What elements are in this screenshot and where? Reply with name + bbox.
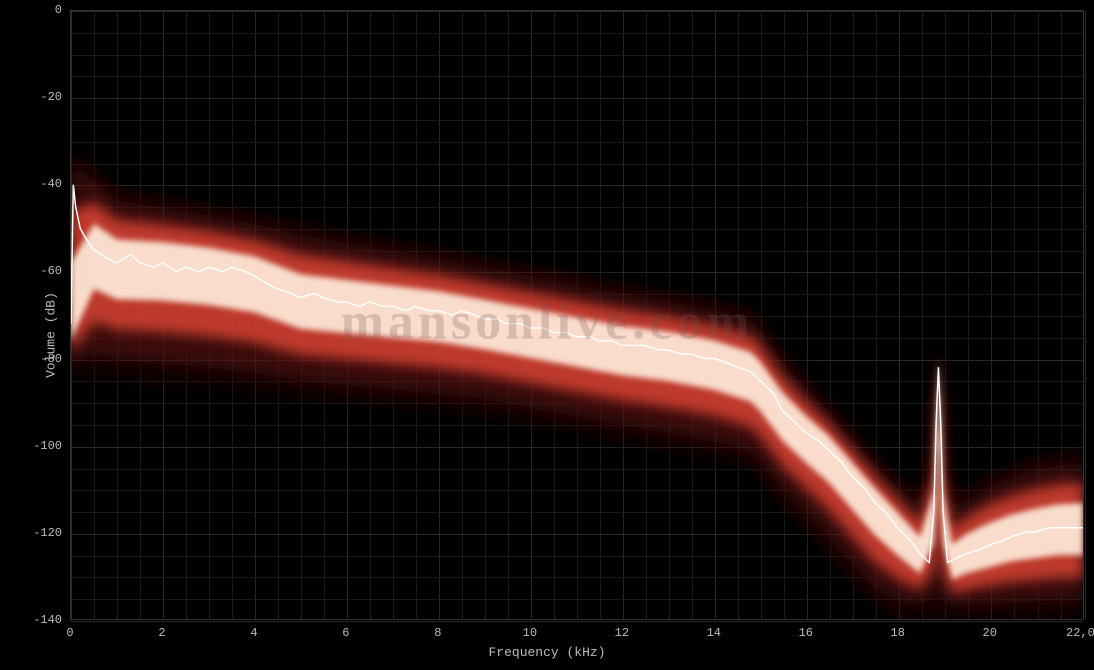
x-tick-label: 12 bbox=[615, 626, 629, 640]
x-tick-label: 16 bbox=[799, 626, 813, 640]
y-tick-label: -140 bbox=[0, 613, 62, 627]
spectrum-chart: Volume (dB) Frequency (kHz) mansonlive.c… bbox=[0, 0, 1094, 670]
x-tick-label: 2 bbox=[158, 626, 165, 640]
x-tick-label: 0 bbox=[66, 626, 73, 640]
plot-area bbox=[70, 10, 1084, 620]
y-tick-label: -40 bbox=[0, 177, 62, 191]
x-tick-label: 18 bbox=[891, 626, 905, 640]
y-tick-label: 0 bbox=[0, 3, 62, 17]
y-tick-label: -80 bbox=[0, 352, 62, 366]
x-tick-label: 8 bbox=[434, 626, 441, 640]
x-tick-label: 14 bbox=[707, 626, 721, 640]
y-tick-label: -120 bbox=[0, 526, 62, 540]
x-tick-label: 20 bbox=[983, 626, 997, 640]
x-tick-label: 22,05 bbox=[1066, 626, 1094, 640]
y-tick-label: -20 bbox=[0, 90, 62, 104]
y-tick-label: -100 bbox=[0, 439, 62, 453]
x-tick-label: 6 bbox=[342, 626, 349, 640]
x-tick-label: 10 bbox=[523, 626, 537, 640]
y-tick-label: -60 bbox=[0, 264, 62, 278]
x-tick-label: 4 bbox=[250, 626, 257, 640]
spectrum-svg bbox=[71, 11, 1083, 619]
x-axis-title: Frequency (kHz) bbox=[488, 645, 605, 660]
